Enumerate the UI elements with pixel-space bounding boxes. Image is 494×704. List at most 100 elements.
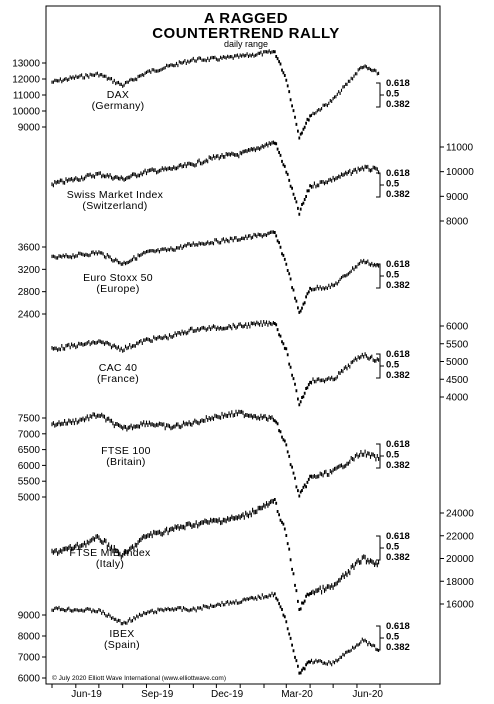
fib-bracket	[376, 625, 384, 651]
y-tick-label: 13000	[12, 59, 40, 70]
fib-level-label: 0.382	[386, 370, 410, 381]
y-tick-label: 6000	[18, 461, 41, 472]
x-tick-label: Dec-19	[211, 689, 244, 700]
fib-bracket	[376, 353, 384, 379]
fib-level-label: 0.5	[386, 89, 400, 100]
y-tick-label: 2400	[18, 310, 41, 321]
credit-text: © July 2020 Elliott Wave International (…	[52, 674, 226, 682]
y-tick-label: 11000	[446, 143, 474, 154]
y-tick-label: 16000	[446, 600, 474, 611]
fib-level-label: 0.618	[386, 531, 410, 542]
series-line	[51, 409, 380, 479]
fib-level-label: 0.618	[386, 259, 410, 270]
y-tick-label: 24000	[446, 509, 474, 520]
series-line	[51, 230, 380, 292]
y-tick-label: 2800	[18, 287, 41, 298]
y-tick-label: 8000	[18, 632, 41, 643]
fib-level-label: 0.382	[386, 99, 410, 110]
series-label-name: DAX	[107, 89, 130, 101]
y-tick-label: 9000	[18, 611, 41, 622]
y-tick-label: 5000	[18, 493, 41, 504]
series-label-name: Euro Stoxx 50	[83, 272, 153, 284]
y-tick-label: 5000	[446, 357, 469, 368]
series-label-name: Swiss Market Index	[67, 189, 164, 201]
y-tick-label: 4500	[446, 375, 469, 386]
series-label-name: CAC 40	[99, 362, 138, 374]
fib-level-label: 0.618	[386, 439, 410, 450]
y-tick-label: 6000	[18, 674, 41, 685]
series-label-country: (France)	[97, 373, 139, 385]
series-label-country: (Europe)	[96, 283, 139, 295]
series-crash-line	[273, 419, 311, 499]
series-line	[51, 140, 380, 189]
series-label-name: FTSE MIB Index	[69, 547, 151, 559]
fib-level-label: 0.382	[386, 460, 410, 471]
y-tick-label: 6000	[446, 322, 469, 333]
y-tick-label: 7000	[18, 653, 41, 664]
series-label-name: FTSE 100	[101, 445, 151, 457]
series-line	[51, 320, 380, 385]
x-tick-label: Sep-19	[141, 689, 174, 700]
fib-level-label: 0.5	[386, 542, 400, 553]
panels-group: 13000 12000 11000 10000 9000 DAX(Germany) 0.61…	[12, 49, 474, 685]
fib-bracket	[376, 535, 384, 561]
series-line	[51, 498, 380, 596]
fib-level-label: 0.618	[386, 621, 410, 632]
fib-bracket	[376, 82, 384, 108]
fib-level-label: 0.5	[386, 270, 400, 281]
x-tick-label: Jun-19	[71, 689, 102, 700]
series-crash-line	[273, 498, 311, 613]
fib-level-label: 0.618	[386, 349, 410, 360]
fib-level-label: 0.5	[386, 360, 400, 371]
plot-frame	[45, 5, 441, 685]
y-tick-label: 9000	[18, 123, 41, 134]
series-label-country: (Britain)	[106, 456, 145, 468]
y-tick-label: 10000	[446, 167, 474, 178]
series-label-country: (Italy)	[96, 558, 124, 570]
y-tick-label: 9000	[446, 192, 469, 203]
y-tick-label: 22000	[446, 531, 474, 542]
series-crash-line	[273, 592, 311, 675]
fib-bracket	[376, 172, 384, 198]
fib-level-label: 0.382	[386, 552, 410, 563]
fib-level-label: 0.382	[386, 642, 410, 653]
series-crash-line	[273, 231, 311, 315]
chart-title-line2: COUNTERTREND RALLY	[152, 25, 340, 42]
y-tick-label: 11000	[13, 91, 41, 102]
y-tick-label: 18000	[446, 577, 474, 588]
y-tick-label: 5500	[446, 339, 469, 350]
series-label-name: IBEX	[109, 628, 134, 640]
series-crash-line	[273, 50, 311, 140]
x-tick-label: Mar-20	[281, 689, 313, 700]
fib-level-label: 0.618	[386, 78, 410, 89]
series-crash-line	[273, 141, 311, 217]
y-tick-label: 12000	[12, 75, 40, 86]
fib-bracket	[376, 443, 384, 469]
y-tick-label: 5500	[18, 477, 41, 488]
chart-title-line1: A RAGGED	[204, 10, 288, 27]
fib-level-label: 0.618	[386, 168, 410, 179]
y-tick-label: 20000	[446, 554, 474, 565]
series-label-country: (Switzerland)	[82, 200, 147, 212]
series-line	[51, 591, 380, 667]
y-tick-label: 7000	[18, 429, 41, 440]
fib-level-label: 0.5	[386, 450, 400, 461]
fib-bracket	[376, 263, 384, 289]
series-crash-line	[273, 322, 311, 407]
series-label-country: (Spain)	[104, 639, 140, 651]
y-tick-label: 4000	[446, 393, 469, 404]
y-tick-label: 3200	[18, 265, 41, 276]
fib-level-label: 0.5	[386, 179, 400, 190]
series-line	[51, 49, 380, 117]
y-tick-label: 6500	[18, 445, 41, 456]
fib-level-label: 0.382	[386, 280, 410, 291]
fib-level-label: 0.5	[386, 632, 400, 643]
chart-subtitle: daily range	[224, 39, 268, 49]
x-tick-label: Jun-20	[352, 689, 383, 700]
y-tick-label: 7500	[18, 414, 41, 425]
y-tick-label: 3600	[18, 243, 41, 254]
x-axis: Jun-19 Sep-19 Dec-19 Mar-20 Jun-20	[51, 684, 383, 700]
y-tick-label: 8000	[446, 217, 469, 228]
fib-level-label: 0.382	[386, 189, 410, 200]
